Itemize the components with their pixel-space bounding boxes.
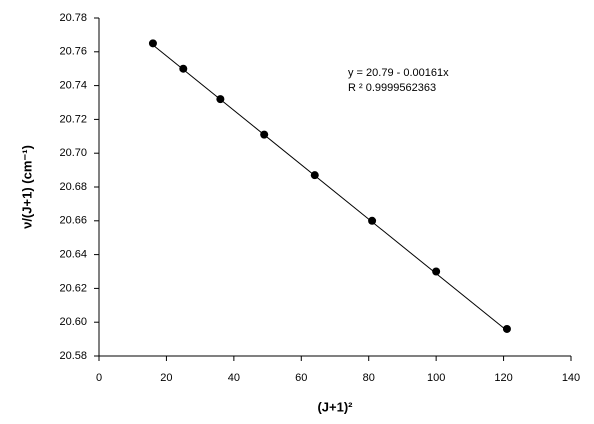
x-tick-label: 40 (228, 372, 240, 384)
point (179, 64, 188, 73)
y-tick-label: 20.78 (59, 12, 87, 24)
point (148, 39, 157, 48)
fit-line (152, 44, 508, 332)
x-tick-label: 120 (494, 372, 512, 384)
point (216, 95, 225, 104)
y-tick-label: 20.72 (59, 113, 87, 125)
point (310, 171, 319, 180)
x-tick-label: 20 (160, 372, 172, 384)
point (502, 324, 511, 333)
y-tick-label: 20.76 (59, 46, 87, 58)
x-tick-label: 140 (562, 372, 580, 384)
point (432, 267, 441, 276)
annotation: R ² 0.9999562363 (348, 82, 436, 94)
y-axis-title: ν/(J+1) (cm⁻¹) (19, 145, 34, 229)
x-tick-label: 0 (96, 372, 102, 384)
y-tick-label: 20.60 (59, 316, 87, 328)
x-tick-label: 60 (295, 372, 307, 384)
y-tick-label: 20.62 (59, 282, 87, 294)
y-tick-label: 20.74 (59, 80, 87, 92)
annotation: y = 20.79 - 0.00161x (348, 67, 449, 79)
y-tick-label: 20.70 (59, 147, 87, 159)
y-tick-label: 20.68 (59, 181, 87, 193)
x-tick-label: 80 (363, 372, 375, 384)
y-tick-label: 20.66 (59, 215, 87, 227)
x-axis-title: (J+1)² (317, 399, 353, 414)
y-tick-label: 20.64 (59, 249, 87, 261)
point (260, 130, 269, 139)
y-tick-label: 20.58 (59, 350, 87, 362)
point (368, 216, 377, 225)
x-tick-label: 100 (427, 372, 445, 384)
